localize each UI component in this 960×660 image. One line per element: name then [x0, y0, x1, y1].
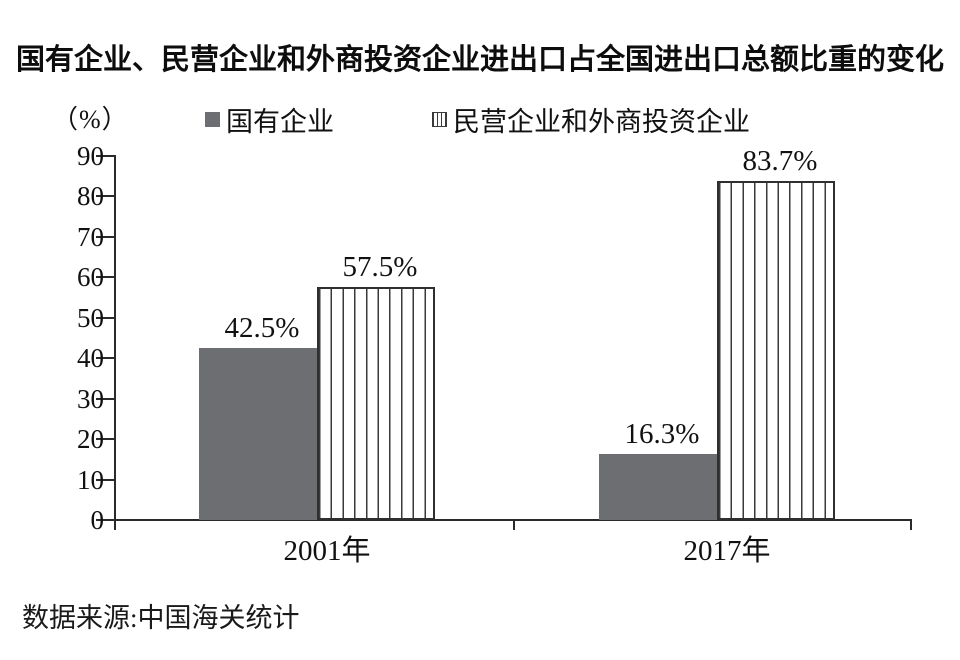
- y-axis-tick: [96, 357, 114, 360]
- chart-title: 国有企业、民营企业和外商投资企业进出口占全国进出口总额比重的变化: [15, 44, 944, 76]
- y-axis-tick: [96, 316, 114, 319]
- y-axis-tick: [96, 397, 114, 400]
- y-axis-tick: [96, 478, 114, 481]
- bar-value-label: 16.3%: [624, 418, 700, 451]
- y-axis-tick: [96, 155, 114, 157]
- x-axis-line: [96, 519, 912, 521]
- legend-label-state-owned: 国有企业: [226, 107, 334, 137]
- y-tick-label: 80: [77, 181, 104, 212]
- x-axis-tick: [910, 521, 912, 530]
- y-tick-label: 60: [77, 262, 104, 293]
- y-tick-label: 90: [77, 141, 104, 171]
- y-axis-tick: [96, 438, 114, 441]
- y-axis-unit-label: （%）: [52, 105, 129, 134]
- bar-2001年-国有企业: [199, 348, 317, 520]
- x-category-label: 2001年: [283, 535, 371, 567]
- bar-2017年-国有企业: [599, 454, 717, 520]
- x-axis-tick: [513, 521, 515, 530]
- x-axis-tick: [114, 521, 116, 530]
- y-tick-label: 70: [77, 221, 104, 252]
- legend-swatch-striped-icon: [432, 112, 447, 127]
- y-tick-label: 20: [77, 424, 104, 455]
- y-axis-tick: [96, 235, 114, 238]
- y-tick-label: 10: [77, 464, 104, 495]
- bar-value-label: 57.5%: [342, 251, 418, 284]
- legend-item-private-foreign: 民营企业和外商投资企业: [432, 100, 750, 139]
- y-tick-label: 30: [77, 383, 104, 414]
- legend-item-state-owned: 国有企业: [205, 100, 334, 139]
- bar-2017年-民营企业和外商投资企业: [717, 181, 835, 520]
- y-axis-tick: [96, 195, 114, 198]
- bar-value-label: 42.5%: [224, 312, 300, 345]
- y-tick-label: 0: [90, 505, 105, 535]
- legend-label-private-foreign: 民营企业和外商投资企业: [453, 107, 750, 137]
- data-source-note: 数据来源:中国海关统计: [22, 603, 300, 633]
- y-axis-line: [114, 155, 116, 522]
- bar-2001年-民营企业和外商投资企业: [317, 287, 435, 520]
- legend-swatch-solid-icon: [205, 112, 220, 127]
- y-axis-tick: [96, 276, 114, 279]
- x-category-label: 2017年: [683, 535, 771, 567]
- y-tick-label: 50: [77, 302, 104, 333]
- y-tick-label: 40: [77, 343, 104, 374]
- bar-value-label: 83.7%: [742, 145, 818, 178]
